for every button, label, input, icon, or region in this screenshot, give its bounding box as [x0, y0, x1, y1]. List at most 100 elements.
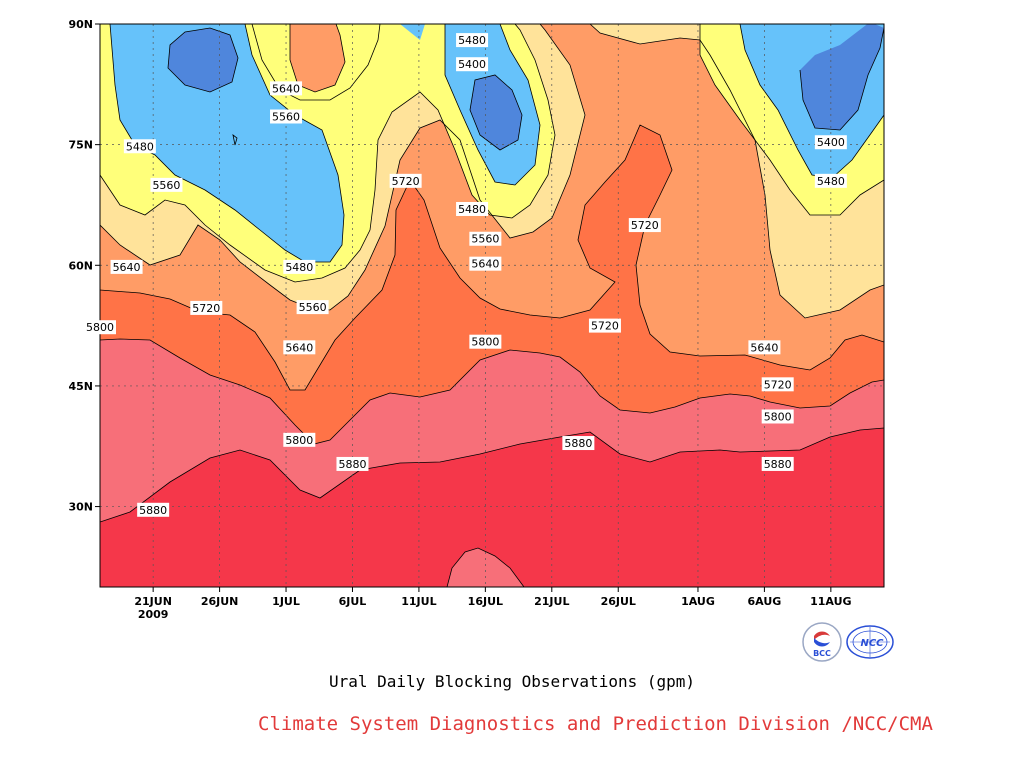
contour-label-bg [761, 409, 794, 424]
contour-label-text: 5880 [139, 504, 167, 517]
contour-label-bg [150, 177, 183, 192]
contour-label-bg [628, 218, 661, 233]
band-above-5960 [447, 548, 524, 587]
contour-label-bg [469, 231, 502, 246]
contour-label-bg [110, 259, 143, 274]
contour-label-text: 5800 [86, 321, 114, 334]
contour-label: 5480 [456, 33, 489, 48]
contour-label: 5800 [283, 432, 316, 447]
contour-label-bg [469, 334, 502, 349]
bcc-logo: BCC [802, 622, 842, 662]
contour-label-text: 5720 [192, 302, 220, 315]
contour-label-bg [456, 33, 489, 48]
contour-label-bg [469, 256, 502, 271]
contour-label-text: 5720 [392, 175, 420, 188]
contour-label-text: 5480 [458, 34, 486, 47]
contour-label-bg [761, 456, 794, 471]
contour-label-text: 5720 [591, 320, 619, 333]
x-tick-label: 26JUN [201, 595, 239, 608]
contour-label-bg [814, 173, 847, 188]
x-tick-label: 1JUL [272, 595, 300, 608]
contour-label: 5400 [456, 57, 489, 72]
contour-label-text: 5560 [471, 233, 499, 246]
band-5640-5720 [290, 24, 345, 92]
contour-label-text: 5480 [285, 261, 313, 274]
contour-label-text: 5480 [126, 140, 154, 153]
contour-label: 5640 [748, 340, 781, 355]
ncc-logo-text: NCC [860, 638, 884, 649]
contour-label: 5720 [190, 300, 223, 315]
contour-label-text: 5800 [471, 336, 499, 349]
ncc-logo: NCC [846, 625, 894, 659]
contour-label: 5480 [283, 259, 316, 274]
contour-label-text: 5720 [631, 219, 659, 232]
contour-label: 5400 [814, 135, 847, 150]
plot-frame [99, 23, 885, 588]
contour-label: 5480 [123, 139, 156, 154]
contour-label-bg [283, 340, 316, 355]
y-tick-label: 30N [68, 501, 93, 514]
contour-label-bg [336, 456, 369, 471]
contour-label-text: 5640 [272, 82, 300, 95]
contour-label-bg [814, 135, 847, 150]
contour-label-bg [389, 173, 422, 188]
contour-label: 5720 [761, 377, 794, 392]
x-tick-label: 6AUG [748, 595, 782, 608]
x-tick-label: 1AUG [681, 595, 715, 608]
contour-label-text: 5480 [458, 203, 486, 216]
contour-label-bg [283, 432, 316, 447]
contour-label-text: 5400 [458, 58, 486, 71]
contour-label: 5720 [588, 318, 621, 333]
contour-label-bg [270, 109, 303, 124]
y-tick-label: 90N [68, 18, 93, 31]
x-tick-label: 11AUG [810, 595, 851, 608]
x-tick-label: 6JUL [339, 595, 367, 608]
x-tick-year-label: 2009 [138, 608, 169, 621]
contour-label-bg [761, 377, 794, 392]
y-tick-label: 60N [68, 259, 93, 272]
contour-label-bg [137, 502, 170, 517]
contour-label-text: 5640 [750, 341, 778, 354]
x-tick-label: 11JUL [401, 595, 436, 608]
contour-label-text: 5480 [817, 175, 845, 188]
contour-label-bg [283, 259, 316, 274]
contour-label: 5800 [761, 409, 794, 424]
contour-label: 5560 [270, 109, 303, 124]
y-tick-label: 75N [68, 139, 93, 152]
contour-label: 5560 [150, 177, 183, 192]
contour-label-text: 5880 [338, 458, 366, 471]
contour-label-bg [456, 57, 489, 72]
contour-label-text: 5880 [764, 458, 792, 471]
contour-label-text: 5400 [817, 136, 845, 149]
logos: BCC NCC [802, 622, 894, 662]
contour-label-bg [456, 201, 489, 216]
y-tick-label: 45N [68, 380, 93, 393]
contour-label: 5720 [628, 218, 661, 233]
contour-label-text: 5640 [113, 261, 141, 274]
chart-title: Ural Daily Blocking Observations (gpm) [328, 672, 696, 691]
contour-label: 5880 [137, 502, 170, 517]
contour-label-text: 5880 [564, 437, 592, 450]
contour-label: 5560 [296, 300, 329, 315]
contour-label: 5800 [84, 320, 116, 335]
contour-label-text: 5560 [272, 110, 300, 123]
contour-label-text: 5720 [764, 378, 792, 391]
contour-label-text: 5560 [299, 301, 327, 314]
contour-label-bg [270, 81, 303, 96]
credit-text: Climate System Diagnostics and Predictio… [258, 713, 933, 735]
contour-label-bg [190, 300, 223, 315]
contour-label: 5480 [456, 201, 489, 216]
contour-label: 5880 [761, 456, 794, 471]
contour-label-text: 5800 [285, 434, 313, 447]
x-tick-label: 21JUL [534, 595, 569, 608]
contour-label-bg [748, 340, 781, 355]
x-tick-label: 16JUL [468, 595, 503, 608]
contour-label-bg [84, 320, 116, 335]
contour-label-bg [123, 139, 156, 154]
contour-label: 5880 [562, 436, 595, 451]
contour-label: 5560 [469, 231, 502, 246]
contour-label: 5640 [110, 259, 143, 274]
contour-label: 5640 [469, 256, 502, 271]
contour-label: 5880 [336, 456, 369, 471]
